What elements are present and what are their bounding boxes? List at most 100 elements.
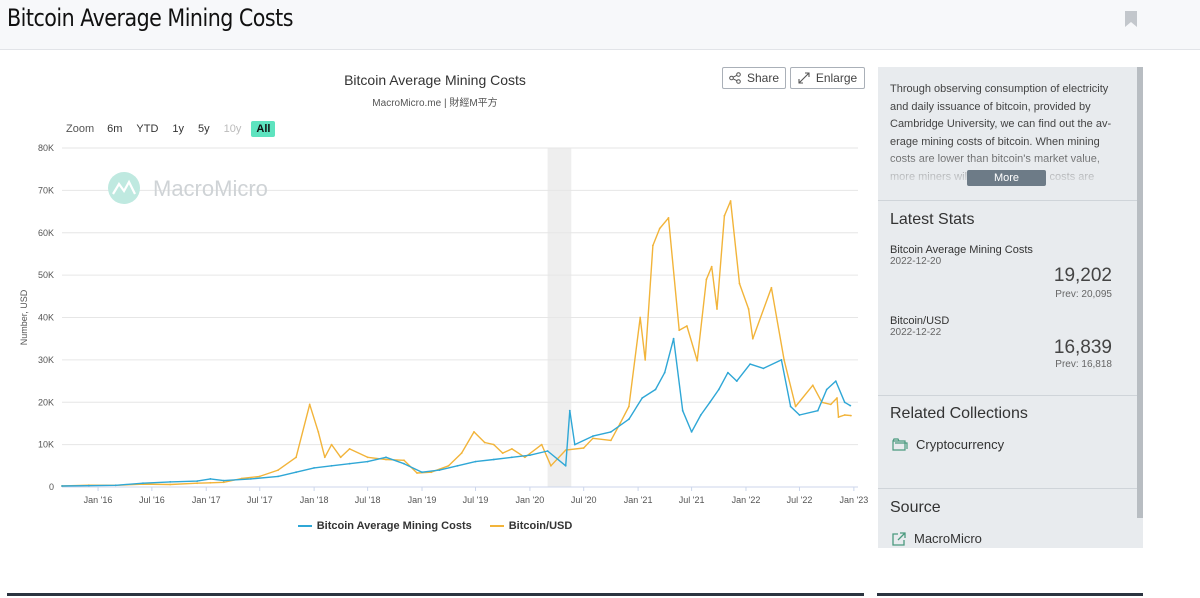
x-tick-label: Jul '17 xyxy=(247,495,273,505)
data-point-bitcoin-usd xyxy=(550,464,552,467)
data-point-mining-costs xyxy=(690,431,693,433)
zoom-6m-button[interactable]: 6m xyxy=(107,123,123,135)
data-point-mining-costs xyxy=(222,479,225,482)
x-tick-label: Jan '17 xyxy=(192,495,221,505)
data-point-mining-costs xyxy=(592,435,594,437)
data-point-bitcoin-usd xyxy=(843,414,846,416)
data-point-bitcoin-usd xyxy=(696,359,699,362)
data-point-mining-costs xyxy=(798,414,801,416)
x-tick-label: Jan '19 xyxy=(408,495,437,505)
bookmark-icon[interactable] xyxy=(1124,11,1138,27)
legend-item-mining-costs[interactable]: Bitcoin Average Mining Costs xyxy=(297,520,472,532)
data-point-bitcoin-usd xyxy=(540,443,543,446)
data-point-bitcoin-usd xyxy=(323,456,326,459)
chart-legend: Bitcoin Average Mining Costs Bitcoin/USD xyxy=(0,520,870,532)
data-point-bitcoin-usd xyxy=(308,403,311,406)
data-point-bitcoin-usd xyxy=(258,475,261,478)
more-button[interactable]: More xyxy=(967,170,1046,186)
source-link-macromicro[interactable]: MacroMicro xyxy=(892,531,982,546)
watermark-text: MacroMicro xyxy=(153,176,268,201)
data-point-mining-costs xyxy=(735,380,738,382)
data-point-mining-costs xyxy=(385,456,387,459)
y-tick-label: 0 xyxy=(49,482,54,492)
data-point-bitcoin-usd xyxy=(295,456,297,459)
x-tick-label: Jul '21 xyxy=(679,495,705,505)
stat-prev: Prev: 16,818 xyxy=(1055,359,1112,370)
data-point-mining-costs xyxy=(492,458,495,461)
data-point-bitcoin-usd xyxy=(747,308,750,310)
data-point-bitcoin-usd xyxy=(403,459,405,462)
data-point-bitcoin-usd xyxy=(644,359,647,361)
zoom-all-button[interactable]: All xyxy=(251,121,276,137)
data-point-bitcoin-usd xyxy=(483,441,486,444)
info-sidebar: Through observing consumption of electri… xyxy=(878,67,1143,548)
folder-icon xyxy=(892,438,908,451)
zoom-bar: Zoom 6m YTD 1y 5y 10y All xyxy=(66,120,281,138)
data-point-bitcoin-usd xyxy=(169,483,172,486)
data-point-mining-costs xyxy=(681,409,684,412)
data-point-mining-costs xyxy=(816,409,819,412)
data-point-mining-costs xyxy=(825,388,828,391)
y-tick-label: 60K xyxy=(38,228,54,238)
data-point-bitcoin-usd xyxy=(501,452,504,454)
zoom-5y-button[interactable]: 5y xyxy=(198,123,210,135)
chart-svg: 0 10K 20K 30K 40K 50K 60K 70K 80K Number, USD Jan … xyxy=(19,143,868,505)
source-label: MacroMicro xyxy=(914,531,982,546)
data-point-mining-costs xyxy=(61,485,63,487)
data-point-bitcoin-usd xyxy=(705,278,708,281)
data-point-bitcoin-usd xyxy=(639,316,642,319)
expand-icon xyxy=(798,72,810,84)
data-point-bitcoin-usd xyxy=(473,431,475,433)
enlarge-button[interactable]: Enlarge xyxy=(790,67,865,89)
divider xyxy=(878,488,1137,489)
data-point-bitcoin-usd xyxy=(794,405,797,408)
data-point-bitcoin-usd xyxy=(811,384,814,387)
data-point-mining-costs xyxy=(672,337,675,340)
share-button[interactable]: Share xyxy=(722,67,786,89)
x-tick-label: Jul '19 xyxy=(463,495,489,505)
sidebar-scrollbar[interactable] xyxy=(1137,67,1143,518)
data-point-mining-costs xyxy=(641,397,644,399)
series-line-mining-costs xyxy=(61,338,851,487)
y-tick-label: 20K xyxy=(38,397,54,407)
data-point-bitcoin-usd xyxy=(836,397,838,399)
data-point-bitcoin-usd xyxy=(592,437,594,440)
data-point-bitcoin-usd xyxy=(710,265,713,268)
data-point-mining-costs xyxy=(366,460,369,463)
y-tick-label: 50K xyxy=(38,270,54,280)
divider xyxy=(878,395,1137,396)
zoom-1y-button[interactable]: 1y xyxy=(172,123,185,135)
data-point-bitcoin-usd xyxy=(619,422,621,425)
y-tick-label: 40K xyxy=(38,313,54,323)
x-tick-label: Jul '16 xyxy=(139,495,165,505)
zoom-ytd-button[interactable]: YTD xyxy=(136,123,159,135)
data-point-bitcoin-usd xyxy=(416,472,418,474)
collection-link-cryptocurrency[interactable]: Cryptocurrency xyxy=(892,437,1004,452)
legend-swatch-bitcoin-usd xyxy=(489,525,504,527)
data-point-mining-costs xyxy=(403,462,405,465)
source-title: Source xyxy=(890,499,941,516)
data-point-mining-costs xyxy=(699,414,702,416)
data-point-mining-costs xyxy=(169,481,172,483)
latest-stats-title: Latest Stats xyxy=(890,211,975,228)
data-point-bitcoin-usd xyxy=(829,403,832,406)
data-point-mining-costs xyxy=(313,467,315,469)
x-tick-label: Jul '22 xyxy=(787,495,813,505)
data-point-bitcoin-usd xyxy=(339,456,342,459)
data-point-bitcoin-usd xyxy=(628,405,630,408)
data-point-mining-costs xyxy=(438,469,441,471)
data-point-mining-costs xyxy=(88,484,90,487)
y-tick-label: 80K xyxy=(38,143,54,153)
data-point-bitcoin-usd xyxy=(582,447,585,449)
data-point-mining-costs xyxy=(511,456,513,459)
y-tick-label: 10K xyxy=(38,440,54,450)
watermark-logo: MacroMicro xyxy=(108,172,268,204)
legend-item-bitcoin-usd[interactable]: Bitcoin/USD xyxy=(489,520,572,532)
series-line-bitcoin-usd xyxy=(61,200,851,487)
data-point-bitcoin-usd xyxy=(209,481,212,484)
data-point-mining-costs xyxy=(474,460,477,463)
zoom-10y-button: 10y xyxy=(223,123,242,135)
data-point-mining-costs xyxy=(546,450,549,452)
external-link-icon xyxy=(892,531,906,546)
data-point-bitcoin-usd xyxy=(277,469,279,471)
